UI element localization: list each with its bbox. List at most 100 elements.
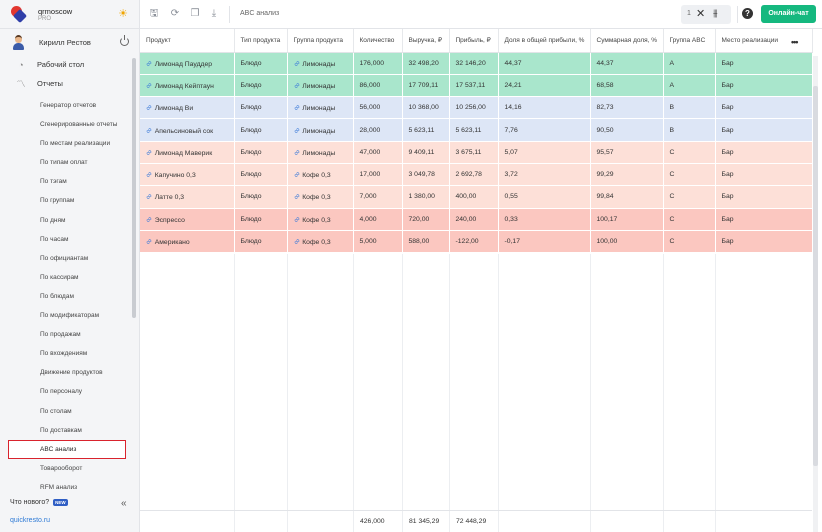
link-icon[interactable]: ∞ <box>291 102 302 113</box>
table-cell[interactable]: ∞Лимонад Маверик <box>140 141 235 164</box>
column-header[interactable]: Прибыль, ₽ <box>449 29 499 53</box>
sidebar-item[interactable]: По кассирам <box>40 273 79 281</box>
table-cell[interactable]: ∞Лимонады <box>287 74 354 98</box>
table-cell[interactable]: ∞Кофе 0,3 <box>287 163 354 187</box>
link-icon[interactable]: ∞ <box>143 169 155 180</box>
sidebar-item[interactable]: По тэгам <box>40 178 67 186</box>
sidebar-item[interactable]: По продажам <box>40 331 81 339</box>
sidebar-item[interactable]: ABC анализ <box>8 439 126 459</box>
link-icon[interactable]: ∞ <box>291 214 302 225</box>
table-cell[interactable]: ∞Лимонады <box>287 118 354 142</box>
sidebar-item[interactable]: По блюдам <box>40 292 74 300</box>
table-row[interactable]: ∞Латте 0,3 Блюдо ∞Кофе 0,3 7,000 1 380,00 400… <box>140 185 813 209</box>
column-header[interactable]: Выручка, ₽ <box>402 29 450 53</box>
link-icon[interactable]: ∞ <box>143 236 155 247</box>
link-icon[interactable]: ∞ <box>291 169 302 180</box>
link-icon[interactable]: ∞ <box>291 57 302 69</box>
link-icon[interactable]: ∞ <box>291 191 302 203</box>
link-icon[interactable]: ∞ <box>291 80 302 91</box>
table-cell[interactable]: ∞Лимонад Ви <box>140 96 235 120</box>
sidebar-item[interactable]: RFM анализ <box>40 483 78 491</box>
nav-reports[interactable]: 〽 Отчеты <box>0 74 139 93</box>
sidebar-item[interactable]: По доставкам <box>40 426 82 434</box>
link-icon[interactable]: ∞ <box>291 236 302 247</box>
sidebar-item[interactable]: По дням <box>40 216 66 224</box>
table-cell: Бар <box>715 141 813 164</box>
table-cell[interactable]: ∞Лимонад Пауддер <box>140 52 235 75</box>
link-icon[interactable]: ∞ <box>291 124 302 136</box>
link-icon[interactable]: ∞ <box>143 147 155 158</box>
link-icon[interactable]: ∞ <box>143 80 155 91</box>
online-chat-button[interactable]: Онлайн-чат <box>761 5 816 23</box>
copy-icon[interactable]: ❐ <box>190 8 200 19</box>
sidebar-scrollbar[interactable] <box>132 58 136 318</box>
nav-dashboard[interactable]: ◔ Рабочий стол <box>0 55 139 74</box>
collapse-sidebar-icon[interactable]: « <box>121 498 127 509</box>
table-cell[interactable]: ∞Капучино 0,3 <box>140 163 235 187</box>
column-header[interactable]: Тип продукта <box>234 29 288 53</box>
table-cell[interactable]: ∞Лимонады <box>287 96 354 120</box>
download-icon[interactable]: ⤓ <box>211 8 217 19</box>
logout-icon[interactable] <box>120 35 129 46</box>
sidebar-item[interactable]: Генератор отчетов <box>40 102 97 109</box>
table-row[interactable]: ∞Лимонад Маверик Блюдо ∞Лимонады 47,000 9 40… <box>140 141 813 164</box>
sidebar-item[interactable]: По вхождениям <box>40 350 88 358</box>
user-name: Кирилл Рестов <box>39 37 91 47</box>
table-row[interactable]: ∞Американо Блюдо ∞Кофе 0,3 5,000 588,00 -122,… <box>140 230 813 254</box>
sidebar-item[interactable]: Сгенерированные отчеты <box>40 121 118 129</box>
brand-header[interactable]: qrmoscow PRO <box>0 0 139 29</box>
help-icon[interactable]: ? <box>742 8 753 19</box>
column-header[interactable]: Количество <box>353 29 403 53</box>
link-icon[interactable]: ∞ <box>143 124 155 136</box>
refresh-icon[interactable]: ⟳ <box>170 8 180 19</box>
column-header[interactable]: Продукт <box>140 29 235 53</box>
table-cell[interactable]: ∞Кофе 0,3 <box>287 208 354 231</box>
sidebar-item[interactable]: По часам <box>40 235 69 243</box>
table-row[interactable]: ∞Лимонад Ви Блюдо ∞Лимонады 56,000 10 368,00… <box>140 96 813 120</box>
table-row[interactable]: ∞Лимонад Пауддер Блюдо ∞Лимонады 176,000 32 … <box>140 52 813 75</box>
dashboard-icon: ◔ <box>18 59 24 70</box>
sidebar-item[interactable]: Товарооборот <box>40 464 83 472</box>
user-profile[interactable]: Кирилл Рестов <box>0 29 139 55</box>
table-row[interactable]: ∞Апельсиновый сок Блюдо ∞Лимонады 28,000 5 6… <box>140 118 813 142</box>
table-cell[interactable]: ∞Апельсиновый сок <box>140 118 235 142</box>
table-cell[interactable]: ∞Латте 0,3 <box>140 185 235 209</box>
table-cell[interactable]: ∞Кофе 0,3 <box>287 185 354 209</box>
sidebar-item[interactable]: По столам <box>40 407 72 415</box>
column-header[interactable]: Группа ABC <box>663 29 716 53</box>
save-icon[interactable]: 🖫 <box>149 8 159 19</box>
more-options-icon[interactable]: ••• <box>791 37 799 47</box>
filter-settings-icon[interactable]: ⫵ <box>713 8 718 19</box>
sidebar-item[interactable]: По группам <box>40 197 75 205</box>
column-header[interactable]: Доля в общей прибыли, % <box>498 29 591 53</box>
table-cell[interactable]: ∞Кофе 0,3 <box>287 230 354 254</box>
table-row[interactable]: ∞Капучино 0,3 Блюдо ∞Кофе 0,3 17,000 3 049,7… <box>140 163 813 187</box>
sidebar-item[interactable]: По официантам <box>40 254 89 262</box>
sidebar-item[interactable]: По типам оплат <box>40 159 88 167</box>
table-row[interactable]: ∞Эспрессо Блюдо ∞Кофе 0,3 4,000 720,00 240,00… <box>140 208 813 231</box>
cell-value: B <box>669 126 675 134</box>
link-icon[interactable]: ∞ <box>143 214 155 225</box>
column-header[interactable]: Группа продукта <box>287 29 354 53</box>
link-icon[interactable]: ∞ <box>143 57 155 69</box>
sidebar-item[interactable]: По модификаторам <box>40 312 100 320</box>
column-header[interactable]: Суммарная доля, % <box>590 29 664 53</box>
table-cell[interactable]: ∞Лимонады <box>287 141 354 164</box>
table-cell[interactable]: ∞Лимонады <box>287 52 354 75</box>
sidebar-item[interactable]: По персоналу <box>40 388 83 396</box>
site-link[interactable]: quickresto.ru <box>10 517 51 524</box>
table-cell[interactable]: ∞Лимонад Кейптаун <box>140 74 235 98</box>
link-icon[interactable]: ∞ <box>291 147 302 158</box>
theme-toggle-icon[interactable]: ☀ <box>118 8 128 20</box>
table-cell[interactable]: ∞Американо <box>140 230 235 254</box>
table-scrollbar[interactable] <box>813 56 818 532</box>
link-icon[interactable]: ∞ <box>143 102 155 113</box>
clear-filter-icon[interactable]: ✕ <box>696 8 706 20</box>
column-header[interactable]: Место реализации <box>715 29 813 53</box>
link-icon[interactable]: ∞ <box>143 191 155 203</box>
table-row[interactable]: ∞Лимонад Кейптаун Блюдо ∞Лимонады 86,000 17 … <box>140 74 813 98</box>
whats-new-link[interactable]: Что нового? NEW <box>10 499 68 506</box>
sidebar-item[interactable]: По местам реализации <box>40 140 111 148</box>
sidebar-item[interactable]: Движение продуктов <box>40 369 103 377</box>
table-cell[interactable]: ∞Эспрессо <box>140 208 235 231</box>
